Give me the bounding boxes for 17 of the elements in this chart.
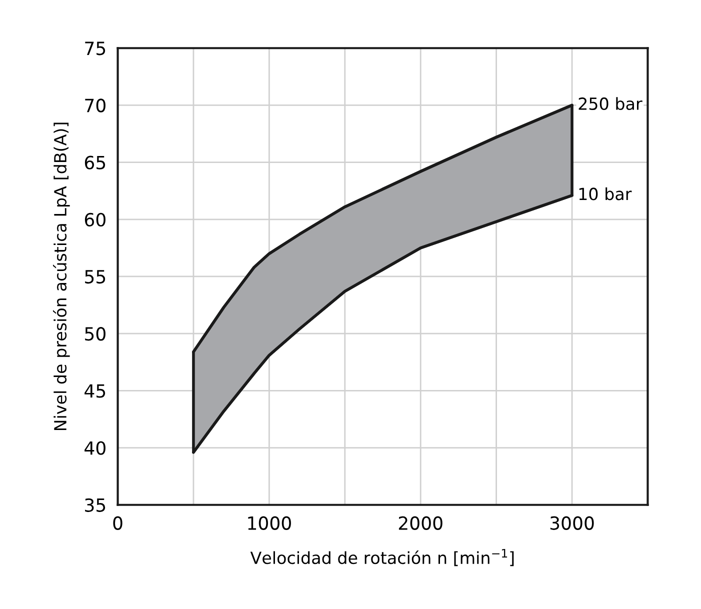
x-tick-label: 1000 [248, 516, 291, 530]
x-axis-title: Velocidad de rotación n [min$^{−1}$] [250, 548, 514, 566]
y-tick-label: 45 [84, 384, 106, 398]
y-tick-label: 40 [84, 441, 106, 455]
y-tick-label: 60 [84, 212, 106, 227]
series-label: 10 bar [579, 187, 632, 200]
x-tick-label: 0 [113, 516, 122, 530]
y-axis-title: Nivel de presión acústica LpA [dB(A)] [52, 122, 70, 430]
y-tick-label: 35 [85, 498, 106, 512]
x-tick-label: 3000 [550, 516, 594, 530]
y-tick-label: 55 [85, 270, 106, 284]
y-tick-label: 75 [85, 42, 106, 56]
x-tick-label: 2000 [398, 516, 442, 530]
y-tick-label: 50 [85, 327, 106, 341]
y-tick-label: 65 [84, 156, 106, 170]
y-tick-label: 70 [85, 98, 106, 112]
series-label: 250 bar [578, 97, 642, 110]
